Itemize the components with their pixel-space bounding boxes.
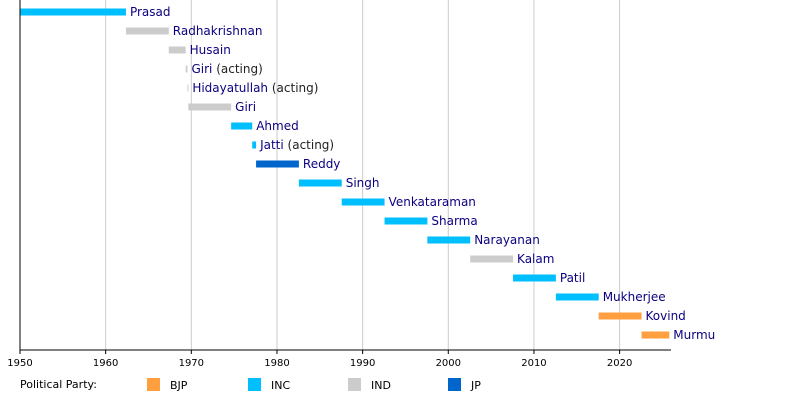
president-label: Murmu [673, 328, 715, 342]
president-label: Reddy [303, 157, 341, 171]
legend-title: Political Party: [20, 378, 97, 391]
president-label: Singh [346, 176, 380, 190]
president-name: Jatti [259, 138, 284, 152]
term-bar [185, 65, 188, 73]
term-bar [384, 217, 428, 225]
term-bar [641, 331, 670, 339]
president-name: Mukherjee [603, 290, 666, 304]
president-label: Husain [190, 43, 231, 57]
legend-label: INC [271, 379, 290, 392]
legend-label: JP [470, 379, 481, 392]
legend-label: BJP [170, 379, 188, 392]
x-tick-label: 2000 [436, 358, 461, 369]
president-label: Ahmed [256, 119, 299, 133]
x-tick-label: 1990 [350, 358, 375, 369]
president-name: Murmu [673, 328, 715, 342]
term-note: (acting) [288, 138, 335, 152]
president-label: Venkataraman [389, 195, 476, 209]
legend-swatch [248, 378, 261, 391]
president-name: Hidayatullah [192, 81, 268, 95]
term-bar [341, 198, 385, 206]
term-bar [231, 122, 253, 130]
president-name: Giri [191, 62, 212, 76]
x-tick-label: 1980 [264, 358, 289, 369]
term-bar [256, 160, 299, 168]
term-bar [470, 255, 514, 263]
legend-swatch [348, 378, 361, 391]
president-label: Sharma [431, 214, 477, 228]
president-label: Jatti (acting) [259, 138, 334, 152]
term-bar [20, 8, 126, 16]
president-name: Giri [235, 100, 256, 114]
president-name: Narayanan [474, 233, 540, 247]
president-label: Prasad [130, 5, 171, 19]
president-label: Kovind [646, 309, 686, 323]
term-bar [168, 46, 186, 54]
x-tick-label: 2010 [521, 358, 546, 369]
term-bar [188, 103, 232, 111]
president-label: Hidayatullah (acting) [192, 81, 318, 95]
president-label: Mukherjee [603, 290, 666, 304]
term-note: (acting) [216, 62, 263, 76]
president-name: Singh [346, 176, 380, 190]
president-label: Giri (acting) [191, 62, 262, 76]
president-name: Ahmed [256, 119, 299, 133]
legend-swatch [147, 378, 160, 391]
legend-swatch [448, 378, 461, 391]
president-label: Patil [560, 271, 585, 285]
president-label: Kalam [517, 252, 554, 266]
term-bar [427, 236, 471, 244]
term-bar [555, 293, 599, 301]
president-label: Radhakrishnan [173, 24, 263, 38]
x-tick-label: 1950 [7, 358, 32, 369]
president-name: Sharma [431, 214, 477, 228]
term-bar [187, 84, 189, 92]
president-label: Narayanan [474, 233, 540, 247]
president-name: Kovind [646, 309, 686, 323]
president-name: Patil [560, 271, 585, 285]
term-note: (acting) [272, 81, 319, 95]
president-name: Venkataraman [389, 195, 476, 209]
term-bar [598, 312, 642, 320]
x-tick-label: 1970 [179, 358, 204, 369]
president-name: Reddy [303, 157, 341, 171]
x-tick-label: 2020 [607, 358, 632, 369]
president-name: Husain [190, 43, 231, 57]
legend-label: IND [371, 379, 391, 392]
x-tick-label: 1960 [93, 358, 118, 369]
term-bar [298, 179, 342, 187]
term-bar [125, 27, 169, 35]
president-label: Giri [235, 100, 256, 114]
term-bar [513, 274, 556, 282]
president-name: Radhakrishnan [173, 24, 263, 38]
president-name: Kalam [517, 252, 554, 266]
president-name: Prasad [130, 5, 171, 19]
term-bar [252, 141, 257, 149]
